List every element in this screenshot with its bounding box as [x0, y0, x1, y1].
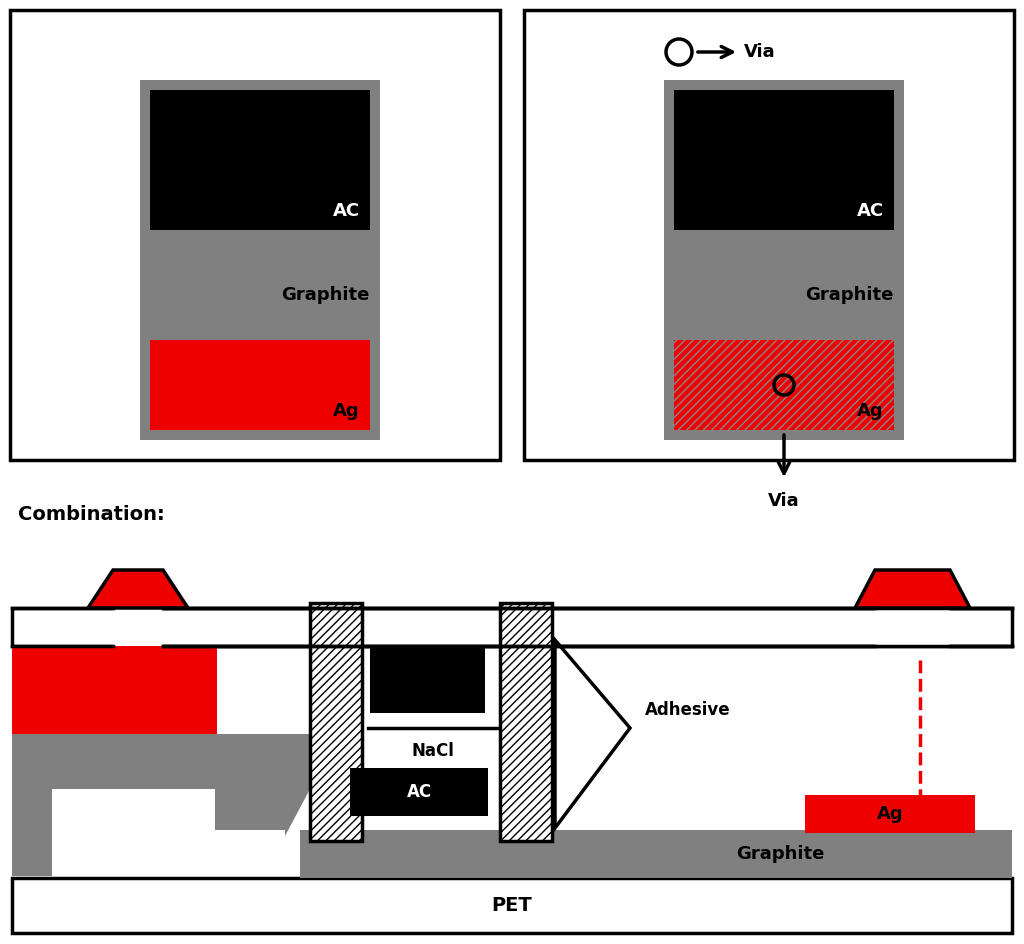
- Bar: [140, 80, 380, 440]
- Bar: [370, 648, 485, 713]
- Bar: [150, 340, 370, 430]
- Text: Graphite: Graphite: [806, 286, 894, 304]
- Bar: [500, 603, 552, 841]
- Text: Adhesive: Adhesive: [645, 701, 731, 719]
- Bar: [874, 608, 950, 646]
- Polygon shape: [555, 640, 630, 828]
- Text: Ag: Ag: [857, 402, 884, 420]
- Text: Ag: Ag: [334, 402, 360, 420]
- Bar: [674, 340, 894, 430]
- Text: Graphite: Graphite: [736, 845, 824, 863]
- Bar: [664, 80, 904, 440]
- Text: Via: Via: [768, 492, 800, 510]
- Text: Via: Via: [744, 43, 775, 61]
- Polygon shape: [88, 570, 188, 608]
- Text: AC: AC: [857, 202, 884, 220]
- Bar: [113, 608, 163, 646]
- Text: Combination:: Combination:: [18, 505, 165, 524]
- Text: Graphite: Graphite: [282, 286, 370, 304]
- Bar: [350, 768, 488, 816]
- Bar: [12, 734, 337, 786]
- Text: PET: PET: [492, 896, 532, 915]
- Bar: [12, 734, 52, 876]
- Text: Ag: Ag: [877, 805, 903, 823]
- Bar: [310, 603, 362, 841]
- Polygon shape: [215, 734, 310, 836]
- Text: NaCl: NaCl: [412, 742, 455, 760]
- Bar: [300, 830, 1012, 878]
- Bar: [150, 90, 370, 230]
- Bar: [12, 646, 217, 734]
- Bar: [524, 10, 1014, 460]
- Bar: [12, 734, 322, 789]
- Text: AC: AC: [407, 783, 431, 801]
- Bar: [12, 878, 1012, 933]
- Bar: [805, 795, 975, 833]
- Bar: [10, 10, 500, 460]
- Bar: [674, 90, 894, 230]
- Bar: [12, 608, 1012, 646]
- Text: AC: AC: [333, 202, 360, 220]
- Polygon shape: [855, 570, 970, 608]
